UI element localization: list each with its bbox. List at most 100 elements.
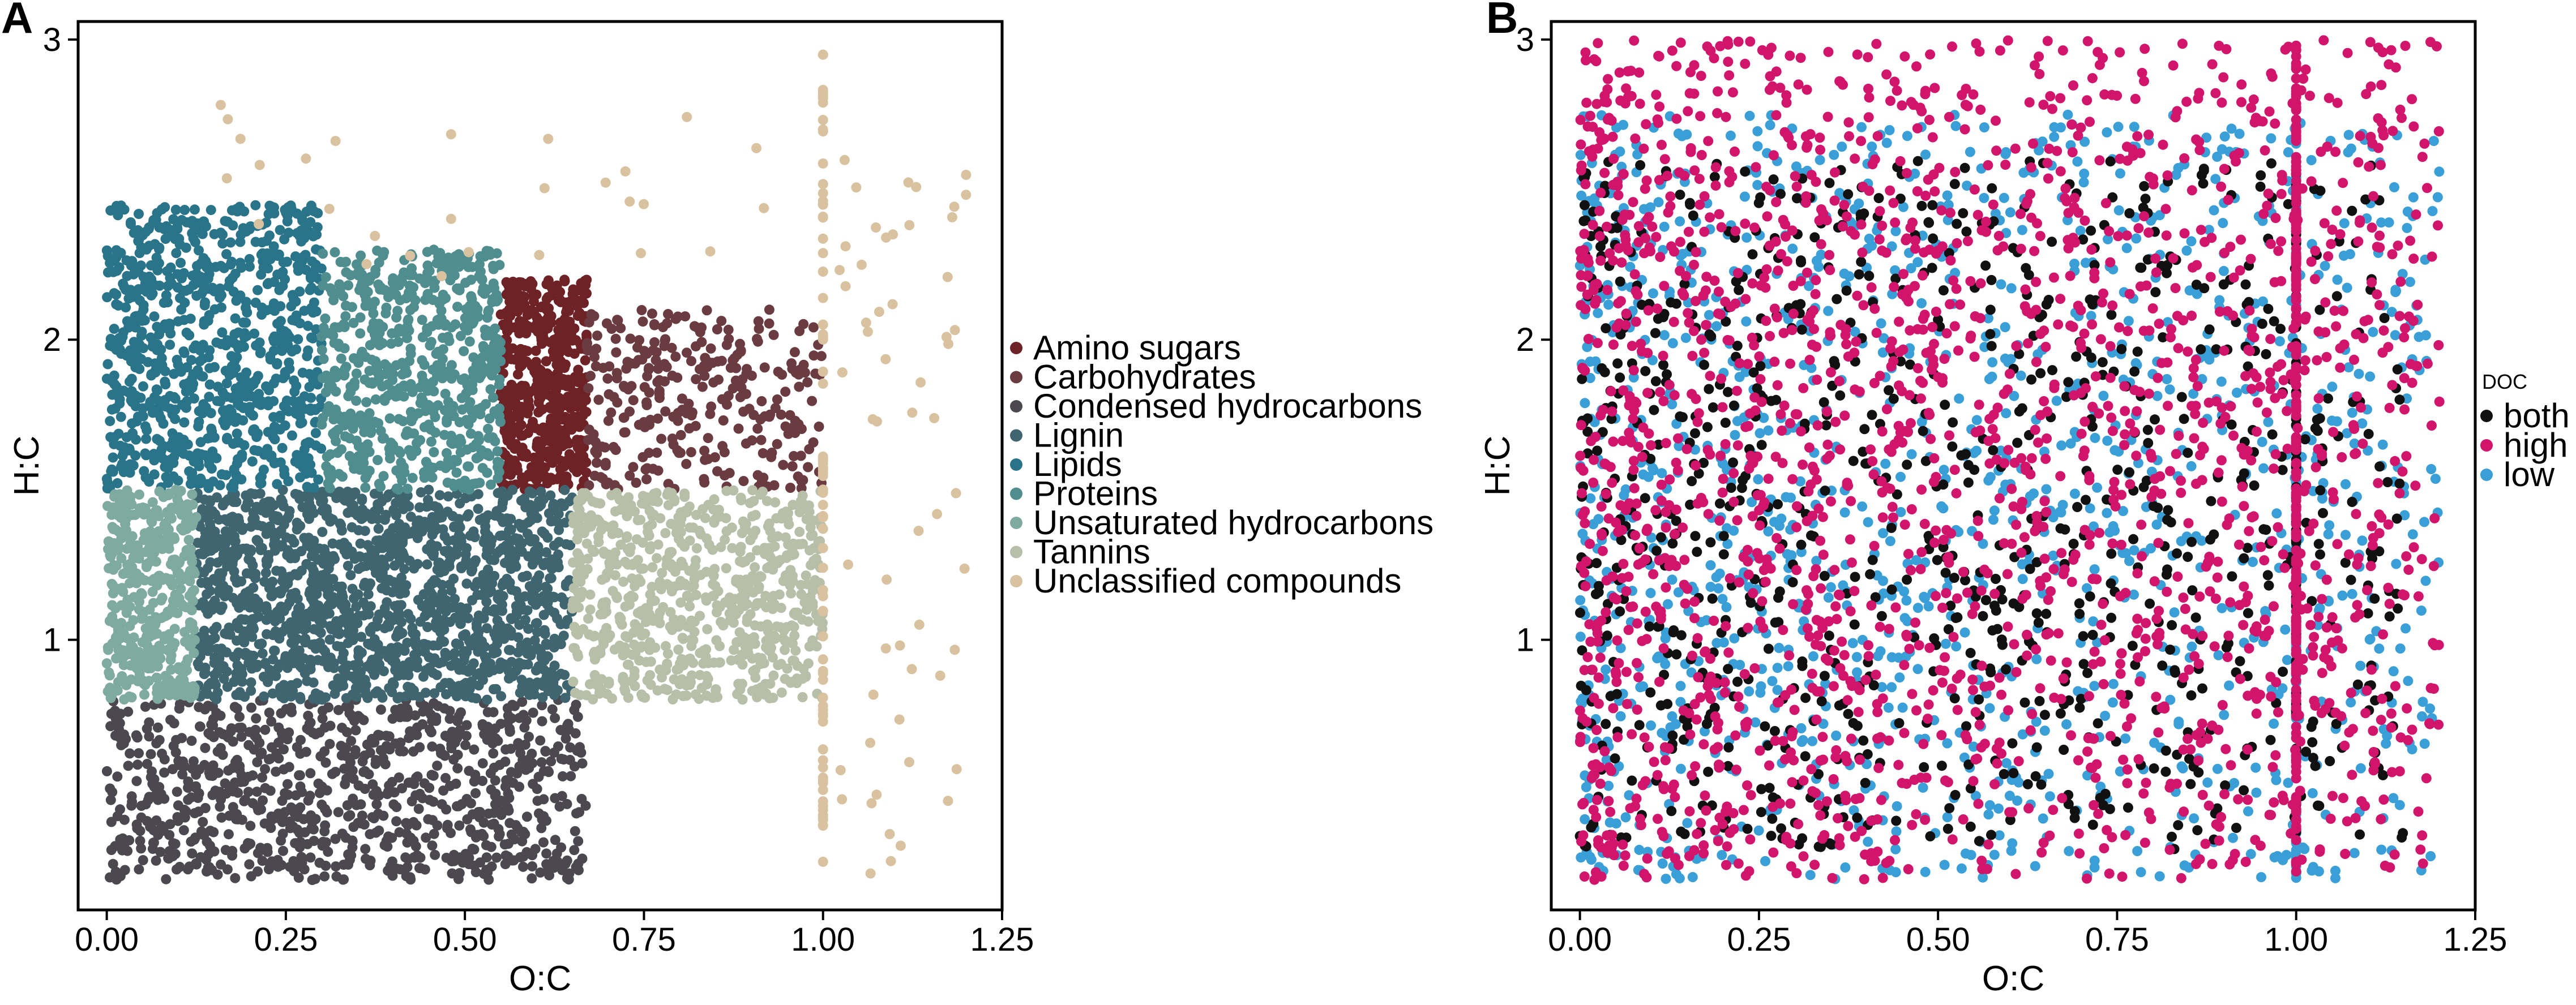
data-point [360, 844, 371, 854]
data-point [636, 305, 647, 315]
data-point [383, 611, 394, 621]
data-point [523, 517, 534, 527]
data-point [465, 397, 476, 407]
data-point [790, 428, 801, 438]
data-point [505, 536, 516, 547]
data-point [121, 285, 131, 295]
data-point [336, 642, 346, 652]
data-point [559, 461, 570, 472]
data-point [177, 400, 188, 410]
data-point [373, 523, 384, 534]
data-point [463, 509, 474, 519]
data-point [584, 480, 594, 491]
data-point [542, 639, 553, 650]
data-point [533, 397, 544, 408]
data-point [338, 874, 348, 885]
data-point [387, 328, 397, 339]
data-point [507, 343, 518, 354]
data-point [703, 454, 713, 465]
data-point [557, 592, 567, 603]
data-point [759, 362, 770, 373]
data-point [280, 204, 290, 215]
data-point [186, 521, 197, 531]
data-point [422, 276, 433, 287]
data-point [544, 433, 554, 444]
data-point [454, 820, 465, 831]
data-point [536, 823, 547, 834]
data-point [253, 596, 263, 607]
data-point [515, 390, 526, 401]
data-point [349, 419, 359, 430]
data-point [467, 692, 477, 703]
data-point [453, 681, 464, 692]
data-point [786, 358, 797, 369]
data-point [283, 789, 293, 800]
data-point [677, 393, 687, 404]
data-point [252, 802, 263, 813]
data-point [297, 367, 308, 378]
data-point [340, 300, 351, 311]
data-point [538, 423, 549, 433]
data-point [427, 840, 438, 851]
data-point [592, 330, 602, 341]
data-point [466, 291, 477, 302]
data-point [206, 423, 217, 434]
data-point [144, 731, 155, 742]
data-point [511, 461, 522, 471]
data-point [339, 319, 349, 330]
data-point [357, 495, 367, 505]
data-point [574, 807, 585, 818]
data-point [271, 766, 281, 777]
data-point [253, 285, 263, 295]
data-point [649, 319, 660, 329]
data-point [431, 609, 442, 620]
data-point [452, 302, 463, 312]
data-point [503, 710, 514, 721]
data-point [482, 623, 492, 634]
data-point [394, 518, 404, 529]
data-point [243, 497, 254, 508]
data-point [794, 381, 805, 392]
data-point [132, 759, 143, 770]
data-point [422, 291, 433, 302]
data-point [503, 851, 514, 862]
data-point [146, 369, 157, 380]
data-point [252, 757, 263, 767]
data-point [498, 496, 508, 506]
data-point [728, 383, 738, 394]
data-point [552, 474, 562, 484]
data-point [555, 725, 566, 735]
data-point [318, 323, 329, 333]
data-point [552, 856, 563, 867]
data-point [581, 329, 592, 340]
data-point [508, 286, 519, 297]
data-point [518, 827, 529, 837]
data-point [653, 465, 664, 476]
data-point [431, 541, 442, 552]
data-point [659, 341, 670, 351]
data-point [334, 279, 345, 290]
data-point [611, 347, 622, 358]
data-point [314, 693, 324, 704]
data-point [451, 638, 461, 649]
data-point [205, 729, 216, 740]
data-point [192, 365, 203, 376]
data-point [186, 736, 197, 746]
data-point [568, 284, 579, 295]
data-point [535, 735, 546, 746]
data-point [330, 767, 341, 778]
data-point [521, 328, 532, 338]
data-point [200, 297, 210, 308]
data-point [271, 565, 282, 576]
data-point [355, 328, 366, 339]
series-carbohydrates-points-a [581, 304, 827, 495]
data-point [482, 707, 493, 718]
data-point [177, 285, 188, 296]
data-point [216, 643, 227, 654]
data-point [419, 422, 430, 432]
data-point [213, 285, 224, 295]
data-point [565, 742, 576, 753]
data-point [553, 741, 563, 752]
data-point [802, 377, 813, 388]
data-point [524, 486, 535, 497]
